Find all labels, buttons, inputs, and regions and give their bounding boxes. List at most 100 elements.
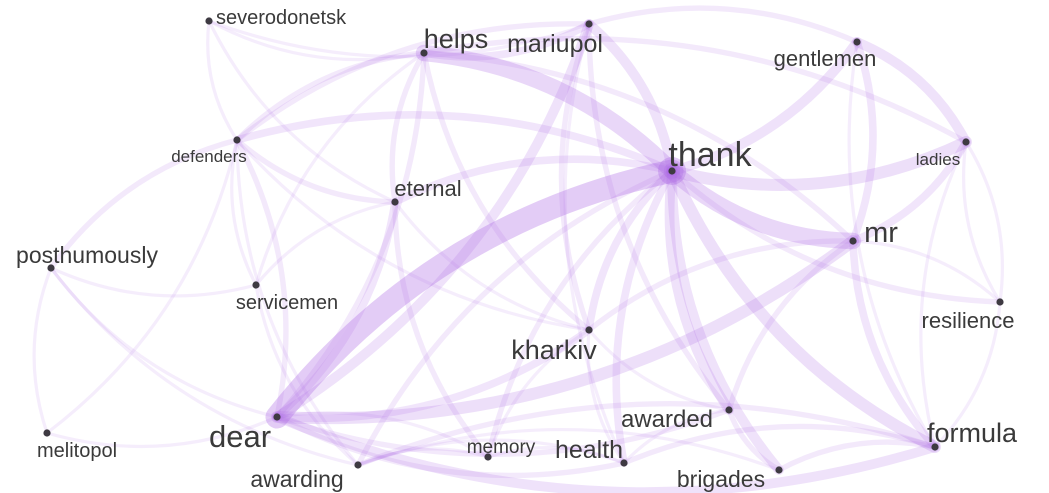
- node-dear: dear: [209, 413, 281, 454]
- node-brigades: brigades: [677, 466, 783, 492]
- edge-melitopol-dear: [45, 415, 279, 449]
- edge-severodonetsk-defenders: [206, 19, 239, 142]
- edge-kharkiv-health: [586, 328, 626, 465]
- node-dot-thank: [668, 167, 676, 175]
- node-label-kharkiv: kharkiv: [511, 335, 597, 365]
- edge-formula-resilience: [933, 300, 1002, 449]
- edge-dear-formula: [272, 412, 940, 493]
- node-label-eternal: eternal: [394, 176, 461, 201]
- node-melitopol: melitopol: [37, 429, 117, 462]
- edge-melitopol-defenders: [45, 138, 239, 435]
- edge-defenders-kharkiv: [235, 138, 591, 332]
- edge-brigades-awarding: [356, 427, 781, 472]
- node-dot-resilience: [996, 298, 1004, 306]
- node-gentlemen: gentlemen: [774, 38, 877, 71]
- edge-eternal-servicemen: [254, 200, 397, 287]
- node-severodonetsk: severodonetsk: [205, 7, 347, 29]
- edge-memory-awarding: [356, 447, 490, 467]
- edge-mr-gentlemen: [849, 38, 877, 245]
- edge-severodonetsk-helps: [207, 19, 426, 62]
- node-resilience: resilience: [922, 298, 1014, 333]
- edge-mr-kharkiv: [586, 238, 856, 333]
- edge-formula-health: [621, 423, 938, 466]
- edge-formula-awarding: [355, 401, 938, 468]
- edge-defenders-awarding: [235, 138, 360, 467]
- node-awarding: awarding: [250, 461, 362, 492]
- edge-dear-awarded: [274, 407, 732, 457]
- edge-helps-eternal: [389, 50, 427, 205]
- edge-mariupol-health: [563, 22, 626, 465]
- node-dot-mariupol: [585, 20, 593, 28]
- edge-health-memory: [486, 446, 626, 465]
- node-label-ladies: ladies: [916, 150, 960, 169]
- node-dot-health: [620, 459, 628, 467]
- node-label-melitopol: melitopol: [37, 440, 117, 462]
- node-label-mr: mr: [864, 217, 898, 249]
- edge-thank-health: [612, 167, 676, 467]
- edge-awarded-health: [622, 408, 731, 465]
- node-label-helps: helps: [424, 24, 489, 54]
- edge-thank-brigades: [667, 166, 784, 475]
- node-dot-servicemen: [252, 281, 260, 289]
- edge-severodonetsk-eternal: [207, 19, 397, 204]
- edge-eternal-kharkiv: [393, 200, 591, 332]
- edge-eternal-memory: [392, 199, 491, 460]
- node-dot-ladies: [962, 138, 970, 146]
- edge-formula-brigades: [776, 439, 938, 473]
- node-eternal: eternal: [391, 176, 462, 206]
- node-label-dear: dear: [209, 419, 271, 454]
- edge-ladies-helps: [421, 35, 969, 145]
- edge-posthumously-awarding: [49, 266, 360, 467]
- node-dot-formula: [931, 443, 939, 451]
- edge-helps-servicemen: [254, 51, 426, 287]
- edge-memory-dear: [275, 411, 490, 459]
- edge-posthumously-dear: [49, 266, 279, 419]
- edge-thank-dear: [265, 159, 684, 429]
- edge-health-awarding: [356, 438, 626, 467]
- edge-mr-helps: [421, 50, 856, 244]
- edge-mariupol-kharkiv: [558, 21, 592, 333]
- edge-thank-eternal: [391, 155, 676, 206]
- node-label-defenders: defenders: [171, 147, 247, 166]
- edge-thank-awarding: [355, 168, 675, 468]
- edge-defenders-posthumously: [48, 137, 240, 271]
- node-label-memory: memory: [467, 437, 536, 458]
- node-dot-defenders: [233, 136, 241, 144]
- edge-dear-health: [274, 414, 627, 479]
- edge-dear-mariupol: [272, 19, 594, 422]
- edge-thank-ladies: [666, 136, 972, 191]
- node-dot-kharkiv: [585, 326, 593, 334]
- node-kharkiv: kharkiv: [511, 326, 597, 365]
- node-defenders: defenders: [171, 136, 247, 166]
- edge-dear-eternal: [273, 198, 399, 421]
- node-servicemen: servicemen: [236, 281, 338, 314]
- node-dot-melitopol: [43, 429, 51, 437]
- edge-helps-kharkiv: [421, 50, 592, 333]
- edge-dear-helps: [274, 50, 427, 420]
- edge-thank-resilience: [669, 168, 1003, 305]
- edge-mr-formula: [849, 237, 939, 451]
- edge-thank-kharkiv: [585, 167, 676, 334]
- edge-dear-kharkiv: [273, 326, 593, 423]
- edge-thank-mariupol: [584, 19, 677, 176]
- node-dot-awarded: [725, 406, 733, 414]
- edge-mr-ladies: [849, 138, 970, 245]
- edge-dear-defenders: [234, 137, 289, 420]
- node-memory: memory: [467, 437, 536, 461]
- node-dot-gentlemen: [853, 38, 861, 46]
- node-dot-severodonetsk: [205, 17, 213, 25]
- edge-posthumously-melitopol: [32, 266, 53, 435]
- edge-kharkiv-memory: [486, 328, 591, 459]
- edge-resilience-mr: [851, 239, 1002, 304]
- node-mr: mr: [849, 217, 898, 249]
- edge-ladies-formula: [919, 140, 968, 449]
- edge-thank-mr: [663, 162, 862, 250]
- node-health: health: [555, 436, 628, 467]
- edge-gentlemen-formula: [847, 40, 937, 449]
- edge-helps-mariupol: [420, 20, 593, 61]
- node-label-posthumously: posthumously: [16, 242, 158, 268]
- node-label-gentlemen: gentlemen: [774, 46, 877, 71]
- node-dot-memory: [484, 453, 492, 461]
- edge-thank-defenders: [233, 111, 676, 175]
